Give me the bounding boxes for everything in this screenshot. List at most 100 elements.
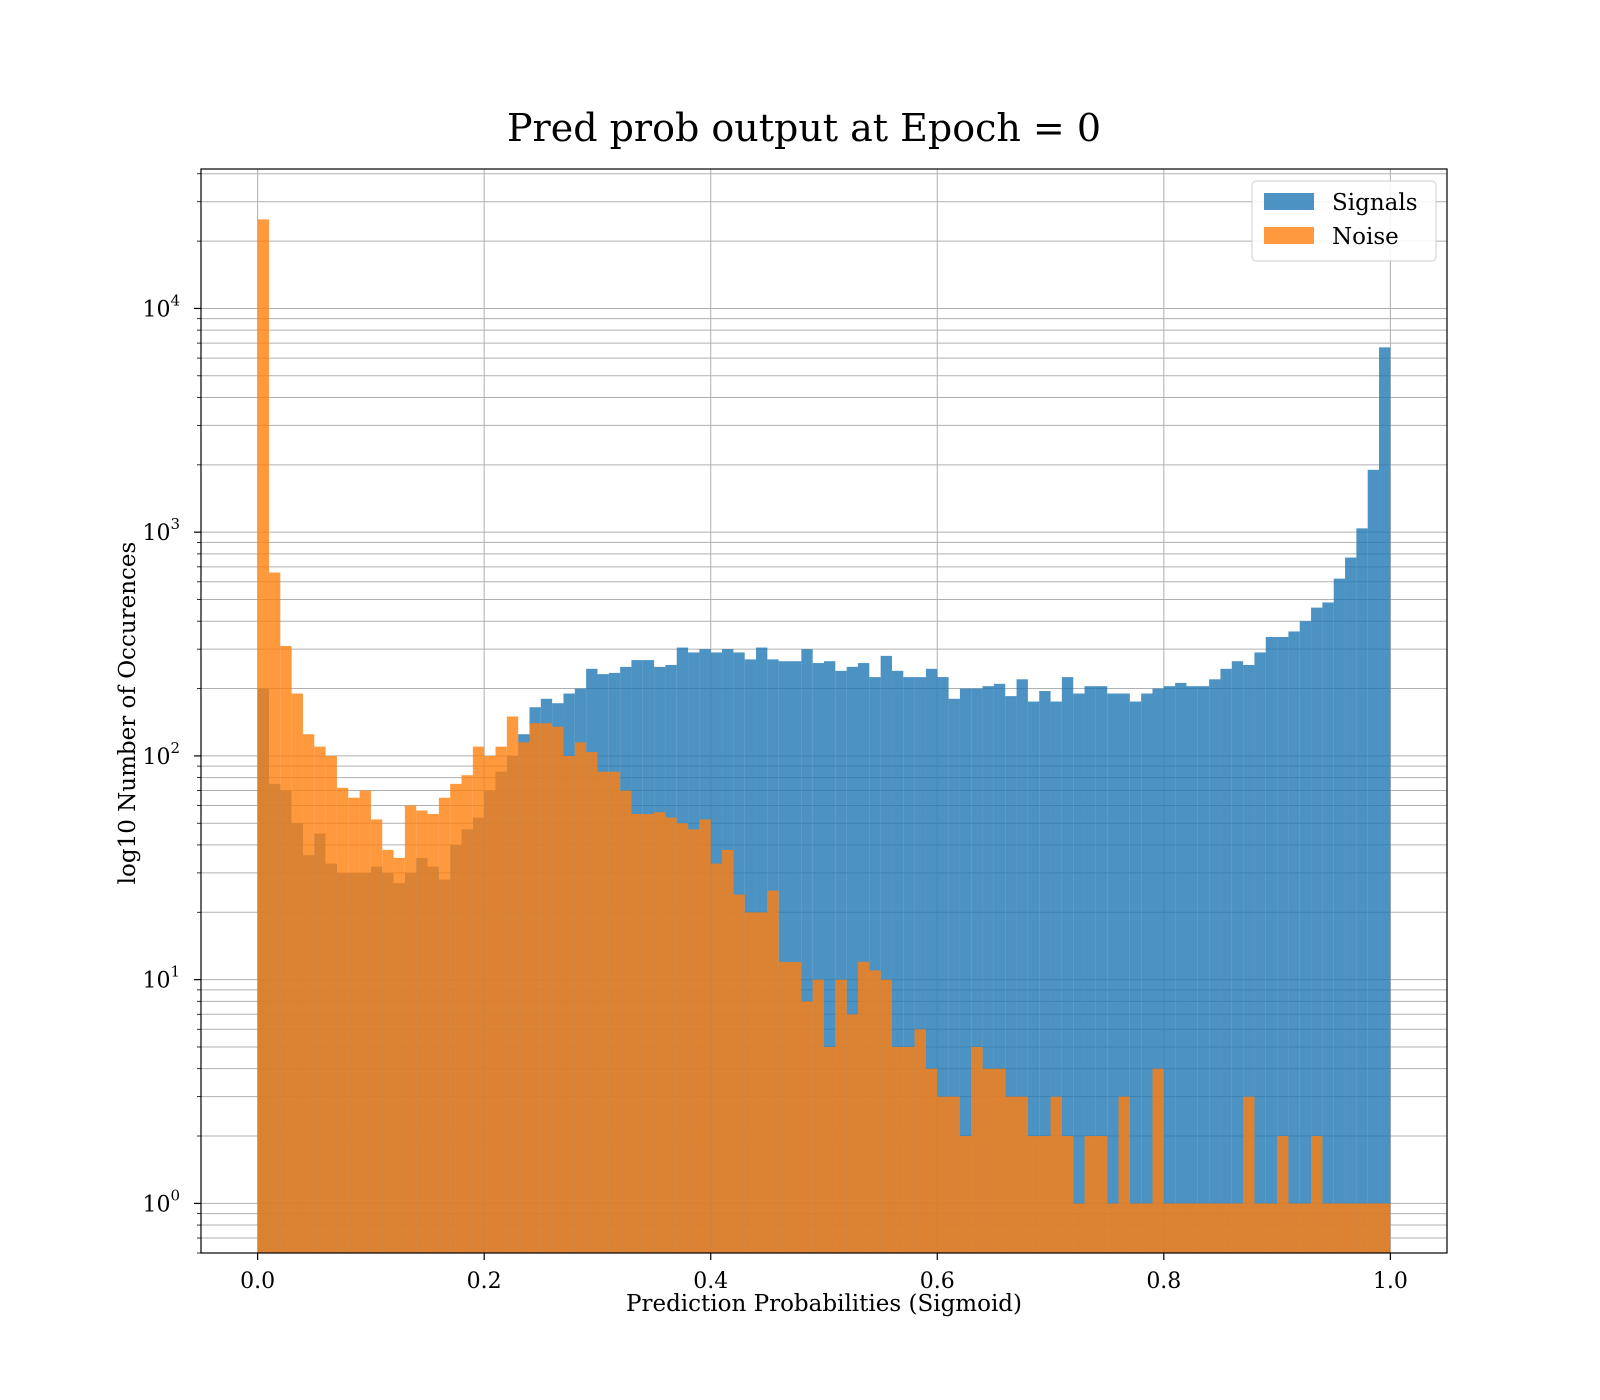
- noise-bar-13: [404, 805, 417, 1253]
- signals-bar-60: [937, 677, 949, 1253]
- signals-bar-94: [1322, 602, 1334, 1253]
- signals-bar-49: [812, 663, 824, 1253]
- noise-bar-7: [336, 787, 349, 1253]
- noise-bar-77: [1129, 1203, 1142, 1253]
- y-tick-label-0: 100: [142, 1186, 180, 1217]
- noise-bar-68: [1027, 1136, 1040, 1253]
- noise-bar-49: [812, 979, 824, 1253]
- signals-bar-48: [801, 649, 813, 1253]
- y-tick-label-3: 103: [142, 515, 180, 546]
- noise-bar-35: [654, 812, 666, 1253]
- noise-bar-22: [506, 716, 519, 1253]
- noise-bar-62: [959, 1136, 972, 1253]
- legend-label-noise: Noise: [1332, 224, 1399, 250]
- signals-bar-58: [914, 677, 926, 1253]
- signals-bar-82: [1186, 686, 1198, 1253]
- signals-bar-64: [982, 686, 994, 1253]
- noise-bar-86: [1231, 1203, 1244, 1253]
- noise-bar-6: [325, 755, 337, 1253]
- noise-bar-51: [835, 979, 847, 1253]
- signals-bar-68: [1027, 701, 1040, 1253]
- noise-bar-64: [982, 1068, 994, 1253]
- noise-bar-43: [744, 912, 757, 1253]
- noise-bar-61: [948, 1096, 960, 1253]
- noise-bar-65: [993, 1068, 1006, 1253]
- noise-bar-55: [880, 979, 892, 1253]
- legend-label-signals: Signals: [1332, 190, 1418, 216]
- signals-bar-74: [1095, 686, 1108, 1253]
- signals-bar-69: [1039, 691, 1051, 1253]
- noise-bar-37: [676, 823, 689, 1253]
- signals-bar-76: [1118, 693, 1130, 1253]
- noise-bar-60: [937, 1096, 949, 1253]
- signals-bar-50: [824, 661, 836, 1253]
- noise-bar-11: [382, 849, 394, 1253]
- signals-bar-89: [1265, 636, 1278, 1253]
- noise-bar-9: [359, 790, 371, 1253]
- noise-bar-32: [620, 790, 632, 1253]
- noise-bars: [257, 219, 1391, 1254]
- noise-bar-31: [608, 771, 621, 1253]
- noise-bar-34: [642, 813, 655, 1253]
- noise-bar-12: [393, 857, 405, 1253]
- noise-bar-21: [495, 746, 507, 1253]
- legend: Signals Noise: [1251, 180, 1437, 262]
- noise-bar-20: [484, 755, 496, 1253]
- signals-bar-96: [1345, 557, 1357, 1253]
- signals-bar-88: [1254, 652, 1266, 1253]
- y-axis-label: log10 Number of Occurences: [115, 542, 141, 885]
- signals-bar-83: [1197, 686, 1210, 1253]
- x-tick-label-4: 0.8: [1146, 1269, 1181, 1294]
- signals-bar-46: [778, 661, 791, 1253]
- noise-bar-2: [280, 645, 292, 1253]
- signals-bar-98: [1367, 469, 1380, 1253]
- noise-bar-66: [1005, 1096, 1017, 1253]
- x-tick-label-5: 1.0: [1373, 1269, 1408, 1294]
- signals-bar-56: [891, 670, 904, 1253]
- signals-bar-93: [1311, 607, 1323, 1253]
- noise-bar-27: [563, 755, 575, 1253]
- y-tick-label-1: 101: [142, 963, 180, 994]
- plot-frame: [200, 168, 1448, 1254]
- noise-bar-91: [1288, 1203, 1300, 1253]
- y-axis-ticks: 100 101 102 103 104: [142, 173, 201, 1254]
- signals-bar-71: [1061, 677, 1074, 1253]
- noise-bar-57: [903, 1046, 915, 1253]
- x-tick-label-3: 0.6: [920, 1269, 955, 1294]
- signals-bar-51: [835, 670, 847, 1253]
- x-tick-label-0: 0.0: [240, 1269, 275, 1294]
- x-axis-ticks: 0.0 0.2 0.4 0.6 0.8 1.0: [240, 1253, 1408, 1294]
- noise-bar-0: [257, 219, 269, 1254]
- noise-bar-53: [857, 961, 870, 1253]
- signals-bar-79: [1152, 688, 1164, 1253]
- x-tick-label-1: 0.2: [467, 1269, 502, 1294]
- noise-bar-10: [370, 819, 383, 1253]
- noise-bar-52: [846, 1014, 858, 1253]
- noise-bar-1: [268, 572, 281, 1253]
- noise-bar-8: [348, 797, 360, 1253]
- noise-bar-24: [529, 723, 541, 1253]
- noise-bar-92: [1299, 1203, 1312, 1253]
- signals-bar-54: [869, 677, 881, 1253]
- y-tick-label-4: 104: [142, 291, 180, 322]
- noise-bar-5: [314, 746, 326, 1253]
- noise-bar-25: [540, 723, 553, 1253]
- noise-bar-73: [1084, 1136, 1096, 1253]
- y-tick-label-2: 102: [142, 739, 180, 770]
- signals-bar-91: [1288, 631, 1300, 1253]
- signals-bar-99: [1379, 347, 1391, 1253]
- noise-bar-15: [427, 813, 439, 1253]
- noise-bar-58: [914, 1029, 926, 1253]
- noise-bar-93: [1311, 1136, 1323, 1253]
- signals-bar-53: [857, 663, 870, 1253]
- signals-bar-55: [880, 655, 892, 1253]
- noise-bar-23: [518, 742, 530, 1253]
- noise-bar-95: [1333, 1203, 1346, 1253]
- signals-bar-66: [1005, 696, 1017, 1253]
- noise-bar-38: [688, 829, 700, 1253]
- noise-bar-78: [1141, 1203, 1153, 1253]
- noise-bar-40: [710, 863, 723, 1253]
- signals-bar-62: [959, 688, 972, 1253]
- noise-bar-59: [925, 1068, 938, 1253]
- noise-bar-41: [722, 849, 734, 1253]
